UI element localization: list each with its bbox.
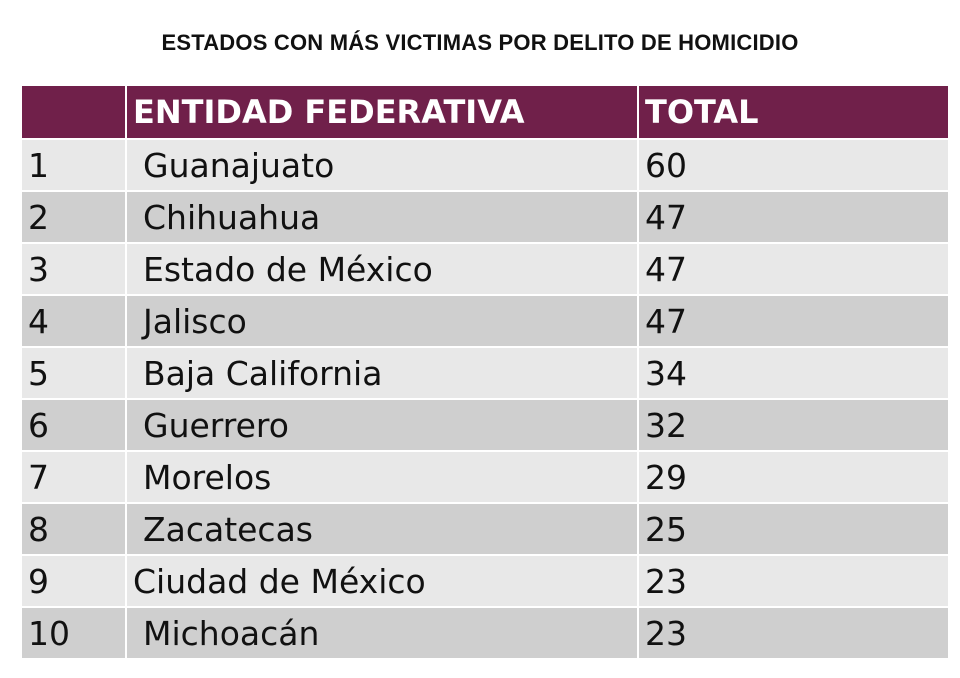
total-cell: 47 — [639, 244, 948, 294]
total-cell: 60 — [639, 140, 948, 190]
rank-cell: 7 — [22, 452, 125, 502]
state-cell: Morelos — [127, 452, 637, 502]
rank-cell: 6 — [22, 400, 125, 450]
state-cell: Jalisco — [127, 296, 637, 346]
rank-cell: 1 — [22, 140, 125, 190]
state-cell: Michoacán — [127, 608, 637, 658]
table-row: 10 Michoacán 23 — [22, 608, 948, 658]
total-cell: 29 — [639, 452, 948, 502]
total-cell: 23 — [639, 608, 948, 658]
state-cell: Guerrero — [127, 400, 637, 450]
state-cell: Baja California — [127, 348, 637, 398]
rank-cell: 8 — [22, 504, 125, 554]
table-row: 4 Jalisco 47 — [22, 296, 948, 346]
table-row: 7 Morelos 29 — [22, 452, 948, 502]
total-cell: 25 — [639, 504, 948, 554]
rank-cell: 2 — [22, 192, 125, 242]
table-row: 5 Baja California 34 — [22, 348, 948, 398]
rank-cell: 9 — [22, 556, 125, 606]
page-title: ESTADOS CON MÁS VICTIMAS POR DELITO DE H… — [161, 30, 799, 55]
table-row: 8 Zacatecas 25 — [22, 504, 948, 554]
homicide-ranking-table: ENTIDAD FEDERATIVA TOTAL 1 Guanajuato 60… — [20, 84, 950, 660]
total-cell: 34 — [639, 348, 948, 398]
table-row: 6 Guerrero 32 — [22, 400, 948, 450]
rank-cell: 4 — [22, 296, 125, 346]
state-cell: Ciudad de México — [127, 556, 637, 606]
total-cell: 32 — [639, 400, 948, 450]
table-header-row: ENTIDAD FEDERATIVA TOTAL — [22, 86, 948, 138]
table-row: 9 Ciudad de México 23 — [22, 556, 948, 606]
table-row: 3 Estado de México 47 — [22, 244, 948, 294]
state-cell: Chihuahua — [127, 192, 637, 242]
rank-cell: 10 — [22, 608, 125, 658]
table-row: 1 Guanajuato 60 — [22, 140, 948, 190]
table-row: 2 Chihuahua 47 — [22, 192, 948, 242]
rank-cell: 5 — [22, 348, 125, 398]
state-cell: Guanajuato — [127, 140, 637, 190]
header-state: ENTIDAD FEDERATIVA — [127, 86, 637, 138]
total-cell: 47 — [639, 192, 948, 242]
total-cell: 47 — [639, 296, 948, 346]
state-cell: Estado de México — [127, 244, 637, 294]
total-cell: 23 — [639, 556, 948, 606]
header-total: TOTAL — [639, 86, 948, 138]
header-rank — [22, 86, 125, 138]
rank-cell: 3 — [22, 244, 125, 294]
state-cell: Zacatecas — [127, 504, 637, 554]
